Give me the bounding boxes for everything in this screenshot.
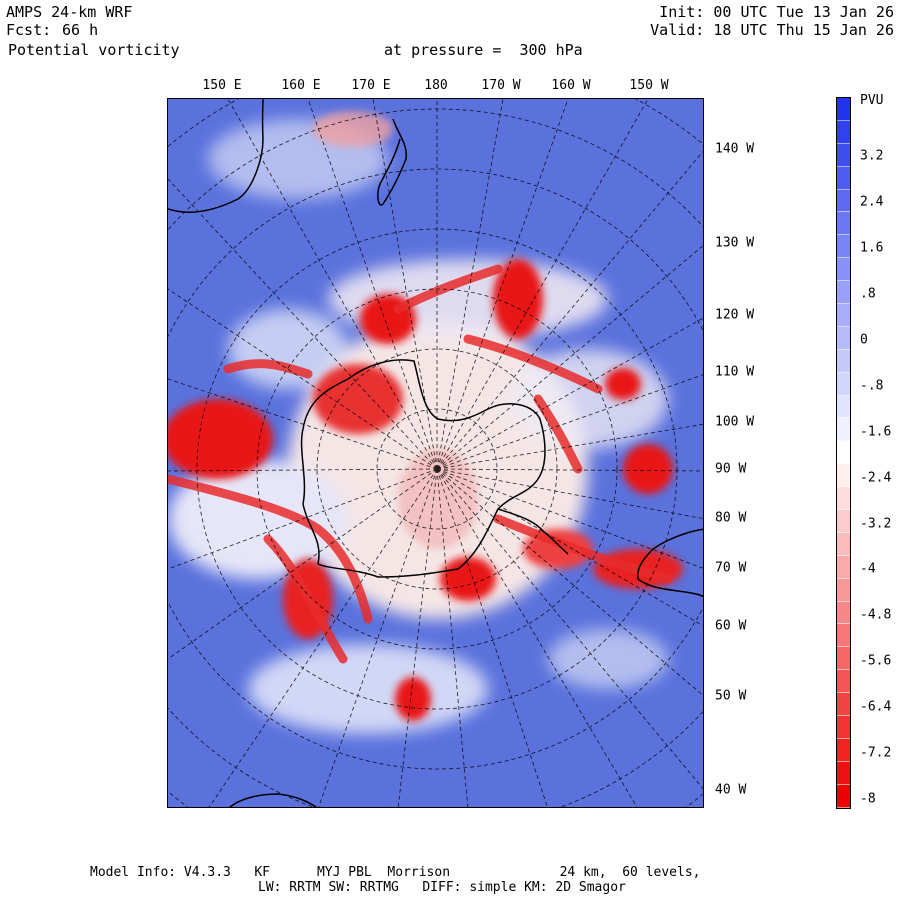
- lon-label-150e: 150 E: [202, 78, 242, 93]
- colorbar-label-2.4: 2.4: [860, 194, 884, 210]
- colorbar-label-neg-4: -4: [860, 561, 876, 577]
- colorbar-cell: [837, 281, 850, 305]
- colorbar-label-neg-0.8: -.8: [860, 378, 884, 394]
- colorbar-cell: [837, 143, 850, 167]
- colorbar-cell: [837, 418, 850, 442]
- potential-vorticity-map: [167, 98, 704, 808]
- pressure-level: at pressure = 300 hPa: [384, 41, 583, 59]
- colorbar-cell: [837, 487, 850, 511]
- colorbar-cell: [837, 510, 850, 533]
- init-time: Init: 00 UTC Tue 13 Jan 26: [659, 3, 894, 21]
- map-canvas: [168, 99, 703, 807]
- model-title: AMPS 24-km WRF: [6, 3, 133, 21]
- colorbar-cell: [837, 532, 850, 556]
- lat-lon-grid: [168, 99, 703, 807]
- southern-africa-coastline: [229, 793, 317, 807]
- colorbar-label-neg-3.2: -3.2: [860, 516, 892, 532]
- lon-label-50w: 50 W: [715, 688, 747, 704]
- colorbar-cell: [837, 98, 850, 121]
- colorbar-label-neg-8: -8: [860, 791, 876, 807]
- colorbar-cell: [837, 624, 850, 648]
- colorbar-cell: [837, 761, 850, 785]
- lon-label-70w: 70 W: [715, 560, 747, 576]
- colorbar-cell: [837, 235, 850, 259]
- colorbar-label-neg-7.2: -7.2: [860, 745, 892, 761]
- lon-label-100w: 100 W: [715, 414, 755, 430]
- colorbar-cell: [837, 372, 850, 396]
- colorbar-cell: [837, 166, 850, 190]
- colorbar-cell: [837, 189, 850, 213]
- lon-label-150w: 150 W: [629, 78, 669, 93]
- lon-label-180: 180: [424, 78, 448, 93]
- field-name: Potential vorticity: [8, 41, 180, 59]
- model-info-line-1: Model Info: V4.3.3 KF MYJ PBL Morrison 2…: [90, 865, 701, 880]
- lon-label-80w: 80 W: [715, 510, 747, 526]
- colorbar-label-neg-4.8: -4.8: [860, 607, 892, 623]
- colorbar-label-1.6: 1.6: [860, 240, 884, 256]
- model-info-line-2: LW: RRTM SW: RRTMG DIFF: simple KM: 2D S…: [258, 880, 626, 895]
- antarctica-coastline: [300, 359, 546, 578]
- australia-coastline: [168, 99, 264, 213]
- colorbar-cell: [837, 784, 850, 808]
- forecast-hour: 66 h: [62, 21, 99, 39]
- colorbar-cell: [837, 578, 850, 602]
- lon-label-130w: 130 W: [715, 235, 755, 251]
- colorbar-cell: [837, 647, 850, 671]
- lon-label-140w: 140 W: [715, 141, 755, 157]
- colorbar-cell: [837, 349, 850, 373]
- new-zealand-coastline: [377, 118, 407, 206]
- colorbar-cell: [837, 670, 850, 694]
- colorbar-cell: [837, 212, 850, 236]
- colorbar-cell: [837, 464, 850, 488]
- colorbar-cell: [837, 326, 850, 350]
- lon-label-170w: 170 W: [481, 78, 521, 93]
- coastlines: [168, 99, 703, 807]
- colorbar-cell: [837, 601, 850, 625]
- lon-label-40w: 40 W: [715, 782, 747, 798]
- pv-high-magnitude-features: [168, 111, 683, 721]
- colorbar-cell: [837, 441, 850, 465]
- colorbar-label-0: 0: [860, 332, 868, 348]
- antarctic-peninsula-coastline: [497, 508, 569, 555]
- colorbar-label-neg-6.4: -6.4: [860, 699, 892, 715]
- colorbar-label-neg-5.6: -5.6: [860, 653, 892, 669]
- colorbar-cell: [837, 395, 850, 419]
- lon-label-160e: 160 E: [281, 78, 321, 93]
- lon-label-120w: 120 W: [715, 307, 755, 323]
- colorbar-label-3.2: 3.2: [860, 148, 884, 164]
- lon-label-110w: 110 W: [715, 364, 755, 380]
- lon-label-60w: 60 W: [715, 618, 747, 634]
- colorbar-cell: [837, 716, 850, 739]
- colorbar-cell: [837, 693, 850, 717]
- colorbar-label-0.8: .8: [860, 286, 876, 302]
- colorbar-cell: [837, 738, 850, 762]
- lon-label-160w: 160 W: [551, 78, 591, 93]
- colorbar-label-neg-1.6: -1.6: [860, 424, 892, 440]
- lon-label-90w: 90 W: [715, 461, 747, 477]
- south-america-coastline: [636, 528, 703, 598]
- colorbar-label-neg-2.4: -2.4: [860, 470, 892, 486]
- forecast-label: Fcst:: [6, 21, 52, 39]
- colorbar-cell: [837, 304, 850, 327]
- lon-label-170e: 170 E: [351, 78, 391, 93]
- valid-time: Valid: 18 UTC Thu 15 Jan 26: [650, 21, 894, 39]
- colorbar-cell: [837, 258, 850, 282]
- colorbar-cell: [837, 555, 850, 579]
- colorbar: [836, 97, 851, 809]
- colorbar-unit: PVU: [860, 93, 884, 108]
- colorbar-cell: [837, 120, 850, 144]
